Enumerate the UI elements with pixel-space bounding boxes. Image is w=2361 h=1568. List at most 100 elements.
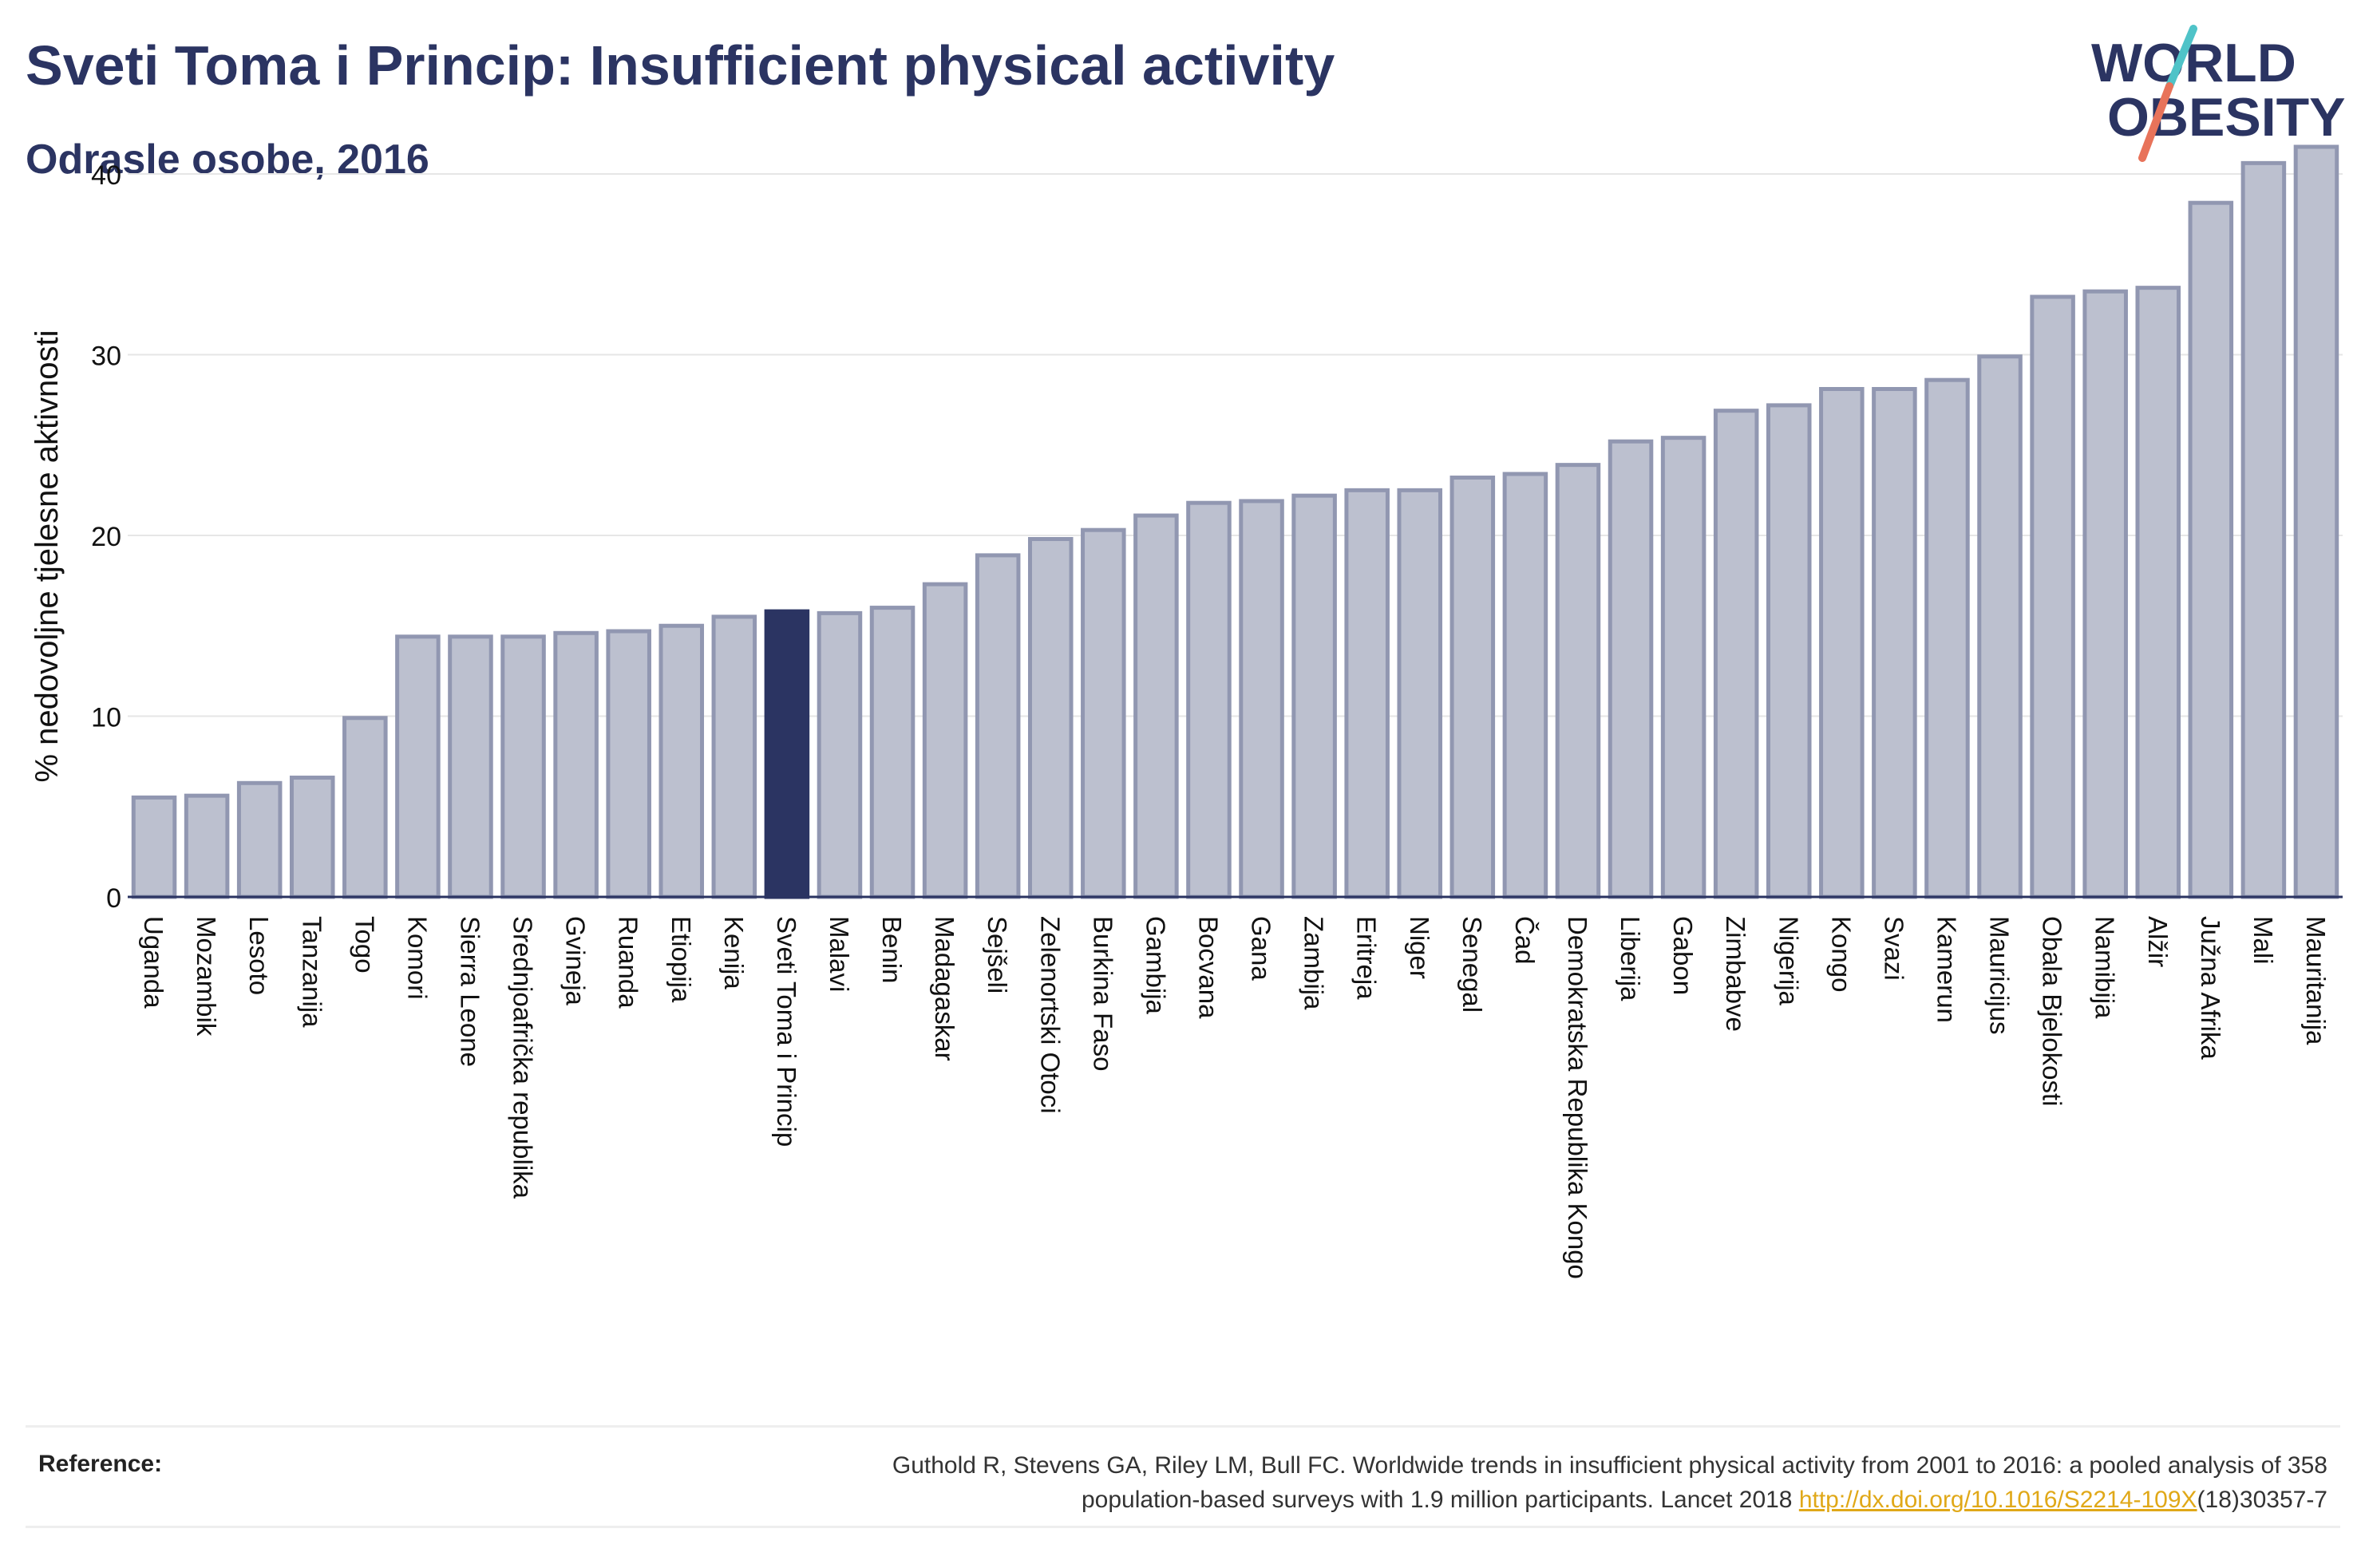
chart-subtitle: Odrasle osobe, 2016 — [26, 136, 429, 183]
reference-text: Guthold R, Stevens GA, Riley LM, Bull FC… — [492, 1448, 2327, 1517]
x-tick-label: Etiopija — [666, 916, 696, 1003]
bar-togo[interactable] — [342, 716, 388, 899]
bar-nigerija[interactable] — [1766, 403, 1812, 899]
y-tick-label: 40 — [91, 160, 121, 191]
bar-eritreja[interactable] — [1344, 488, 1390, 899]
x-tick-label: Čad — [1510, 916, 1540, 965]
bar-chart: 0 10 20 30 40 % nedovoljne tjelesne aktivnost… — [30, 144, 2343, 1279]
bar-malavi[interactable] — [817, 610, 863, 899]
bar-zambija[interactable] — [1291, 493, 1337, 899]
footer-divider-bottom — [26, 1526, 2340, 1528]
reference-doi-link[interactable]: http://dx.doi.org/10.1016/S2214-109X — [1798, 1487, 2197, 1513]
bar-svazi[interactable] — [1872, 387, 1917, 899]
bar-sierra-leone[interactable] — [448, 634, 493, 899]
bar-uganda[interactable] — [131, 795, 177, 899]
grid-layer — [128, 172, 2343, 717]
bar-liberija[interactable] — [1608, 439, 1654, 899]
x-tick-label: Mauritanija — [2301, 916, 2331, 1045]
bar-kongo[interactable] — [1819, 387, 1865, 899]
x-tick-label: Lesoto — [244, 916, 274, 995]
x-tick-label: Kenija — [719, 916, 749, 989]
bar-alžir[interactable] — [2135, 286, 2181, 899]
x-tick-label: Uganda — [139, 916, 168, 1009]
bar-čad[interactable] — [1502, 472, 1548, 899]
y-tick-label: 20 — [91, 522, 121, 552]
x-tick-label: Tanzanija — [297, 916, 326, 1028]
bar-zimbabve[interactable] — [1713, 409, 1759, 899]
bar-bocvana[interactable] — [1186, 500, 1232, 899]
x-tick-label: Niger — [1405, 916, 1434, 979]
x-tick-label: Alžir — [2143, 916, 2173, 967]
footer-divider-top — [26, 1425, 2340, 1428]
bar-mozambik[interactable] — [184, 793, 230, 899]
bar-srednjoafrička-republika[interactable] — [500, 634, 546, 899]
x-tick-label: Eritreja — [1352, 916, 1382, 1000]
labels-layer: Uganda Mozambik Lesoto Tanzanija Togo Komori S… — [139, 916, 2331, 1279]
bar-senegal[interactable] — [1449, 475, 1496, 899]
world-obesity-logo: WORLD OBESITY — [2091, 25, 2346, 162]
x-tick-label: Srednjoafrička republika — [508, 916, 538, 1199]
x-tick-label: Gabon — [1668, 916, 1698, 995]
x-tick-label: Nigerija — [1774, 916, 1803, 1006]
x-tick-label: Sveti Toma i Princip — [772, 916, 801, 1147]
bar-gabon[interactable] — [1660, 436, 1706, 899]
axis-layer: 0 10 20 30 40 % nedovoljne tjelesne aktivnost… — [30, 160, 2343, 914]
x-tick-label: Gambija — [1141, 916, 1170, 1015]
bar-sveti-toma-i-princip[interactable] — [764, 609, 810, 899]
bar-burkina-faso[interactable] — [1081, 527, 1126, 899]
bar-demokratska-republika-kongo[interactable] — [1555, 463, 1601, 899]
x-tick-label: Gvineja — [561, 916, 591, 1006]
bar-namibija[interactable] — [2082, 289, 2128, 899]
x-tick-label: Zimbabve — [1721, 916, 1750, 1032]
bar-benin[interactable] — [869, 606, 916, 899]
y-tick-label: 30 — [91, 341, 121, 371]
bar-sejšeli[interactable] — [975, 553, 1021, 899]
reference-label: Reference: — [38, 1451, 163, 1477]
y-tick-label: 10 — [91, 702, 121, 733]
x-tick-label: Kongo — [1826, 916, 1856, 992]
logo-text-world: WORLD — [2091, 33, 2296, 93]
bar-etiopija[interactable] — [658, 623, 705, 899]
y-tick-label: 0 — [106, 883, 121, 914]
x-tick-label: Mali — [2248, 916, 2278, 965]
x-tick-label: Malavi — [825, 916, 854, 992]
bar-južna-afrika[interactable] — [2188, 200, 2234, 899]
x-tick-label: Komori — [402, 916, 432, 1000]
bar-ruanda[interactable] — [606, 629, 651, 899]
x-tick-label: Liberija — [1616, 916, 1645, 1001]
bar-madagaskar[interactable] — [922, 582, 968, 899]
x-tick-label: Demokratska Republika Kongo — [1563, 916, 1592, 1279]
reference-line2: population-based surveys with 1.9 millio… — [1081, 1487, 1799, 1513]
x-tick-label: Sejšeli — [983, 916, 1012, 993]
y-axis-title: % nedovoljne tjelesne aktivnosti — [30, 330, 65, 782]
bar-lesoto[interactable] — [236, 780, 283, 899]
bar-komori[interactable] — [395, 634, 441, 899]
x-tick-label: Ruanda — [614, 916, 643, 1009]
reference-line1: Guthold R, Stevens GA, Riley LM, Bull FC… — [892, 1452, 2327, 1479]
x-tick-label: Kamerun — [1932, 916, 1961, 1023]
x-tick-label: Madagaskar — [930, 916, 959, 1061]
bar-gana[interactable] — [1239, 499, 1284, 899]
bars-layer — [131, 144, 2339, 899]
bar-mauritanija[interactable] — [2293, 144, 2339, 899]
bar-obala-bjelokosti[interactable] — [2030, 294, 2075, 899]
bar-tanzanija[interactable] — [289, 776, 335, 899]
x-tick-label: Zambija — [1299, 916, 1329, 1010]
reference-line2-end: (18)30357-7 — [2197, 1487, 2327, 1513]
bar-gvineja[interactable] — [553, 630, 599, 899]
bar-zelenortski-otoci[interactable] — [1027, 537, 1074, 899]
bar-mauricijus[interactable] — [1977, 354, 2023, 899]
bar-mali[interactable] — [2240, 160, 2287, 899]
x-tick-label: Senegal — [1457, 916, 1487, 1013]
x-tick-label: Bocvana — [1193, 916, 1223, 1019]
x-tick-label: Mozambik — [192, 916, 221, 1037]
x-tick-label: Svazi — [1879, 916, 1908, 981]
bar-kenija[interactable] — [711, 614, 757, 899]
bar-gambija[interactable] — [1133, 513, 1179, 899]
bar-kamerun[interactable] — [1924, 377, 1970, 899]
x-tick-label: Zelenortski Otoci — [1035, 916, 1065, 1114]
x-tick-label: Burkina Faso — [1088, 916, 1117, 1071]
chart-title: Sveti Toma i Princip: Insufficient physi… — [26, 34, 1335, 97]
bar-niger[interactable] — [1397, 488, 1443, 899]
x-tick-label: Benin — [877, 916, 907, 983]
